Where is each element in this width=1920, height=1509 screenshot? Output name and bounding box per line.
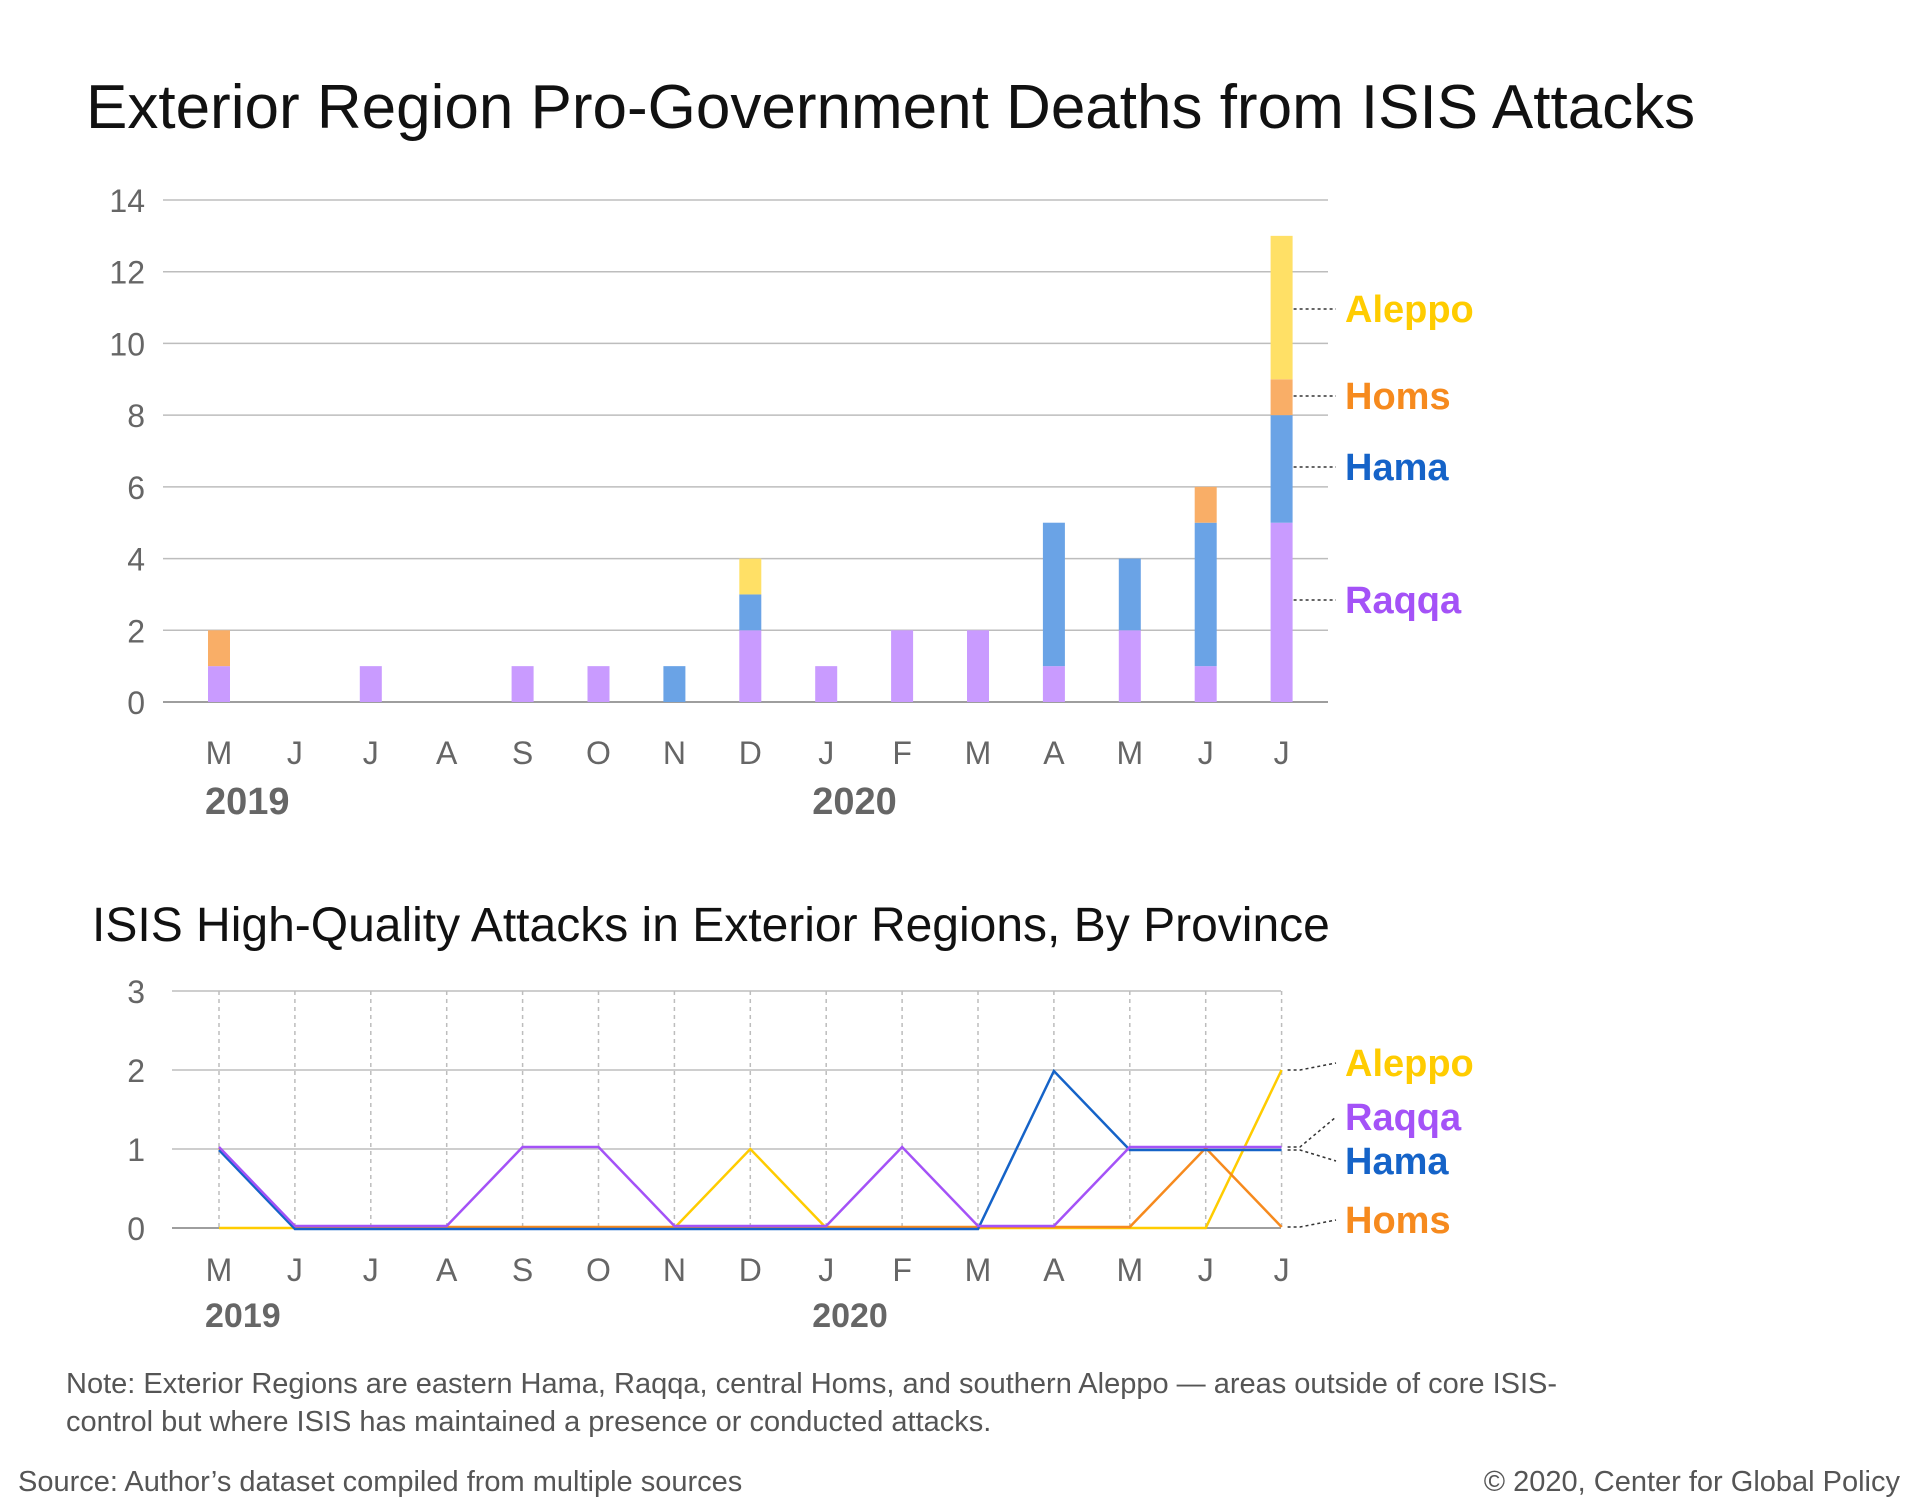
- x-tick-label: J: [818, 1252, 834, 1288]
- year-label: 2019: [205, 1297, 281, 1335]
- series-line-hama: [218, 1068, 1282, 1231]
- copyright: © 2020, Center for Global Policy: [1483, 1466, 1900, 1498]
- series-label-aleppo: Aleppo: [1345, 1043, 1474, 1085]
- x-tick-label: F: [892, 735, 912, 771]
- x-tick-label: J: [287, 1252, 303, 1288]
- x-tick-label: A: [436, 735, 458, 771]
- leader-line: [1287, 1116, 1337, 1148]
- series-label-hama: Hama: [1345, 1141, 1449, 1183]
- bar-segment-raqqa: [1270, 522, 1293, 702]
- bar-segment-hama: [1118, 558, 1141, 631]
- x-tick-label: M: [1116, 735, 1143, 771]
- year-label: 2020: [812, 781, 897, 823]
- x-tick-label: J: [363, 735, 379, 771]
- bar-segment-hama: [663, 666, 686, 702]
- series-label-aleppo: Aleppo: [1345, 289, 1474, 331]
- x-tick-label: M: [206, 1252, 233, 1288]
- bar-segment-raqqa: [739, 630, 762, 702]
- x-tick-label: S: [512, 1252, 533, 1288]
- bar-segment-raqqa: [815, 666, 838, 702]
- y-tick-label: 2: [127, 1053, 145, 1089]
- bar-segment-raqqa: [587, 666, 610, 702]
- x-tick-label: J: [818, 735, 834, 771]
- x-tick-label: M: [965, 1252, 992, 1288]
- bar-segment-raqqa: [1118, 630, 1141, 702]
- series-label-homs: Homs: [1345, 376, 1451, 418]
- x-tick-label: D: [739, 1252, 762, 1288]
- leader-line: [1287, 1219, 1337, 1228]
- bar-chart-title: Exterior Region Pro-Government Deaths fr…: [86, 73, 1696, 142]
- x-tick-label: A: [1043, 735, 1065, 771]
- bar-segment-hama: [1042, 522, 1065, 667]
- bar-segment-raqqa: [511, 666, 534, 702]
- year-label: 2020: [812, 1297, 888, 1335]
- bar-segment-hama: [1270, 415, 1293, 523]
- x-tick-label: M: [1116, 1252, 1143, 1288]
- x-tick-label: J: [1274, 1252, 1290, 1288]
- x-tick-label: S: [512, 735, 533, 771]
- footnote: Note: Exterior Regions are eastern Hama,…: [66, 1368, 1558, 1438]
- bar-segment-aleppo: [739, 558, 762, 595]
- year-label: 2019: [205, 781, 290, 823]
- bar-segment-homs: [1270, 379, 1293, 416]
- bar-segment-hama: [1194, 522, 1217, 667]
- bar-segment-aleppo: [1270, 235, 1293, 380]
- y-tick-label: 14: [109, 183, 145, 219]
- x-tick-label: O: [586, 735, 611, 771]
- series-label-hama: Hama: [1345, 447, 1449, 489]
- stacked-bar-chart: 0 2 4 6 8 10 12 14 M J J A S O N D J F M A M J J 2019 2020 Raqqa H…: [109, 183, 1474, 823]
- x-tick-label: F: [892, 1252, 912, 1288]
- x-tick-label: J: [1198, 735, 1214, 771]
- bar-segment-raqqa: [891, 630, 914, 702]
- bar-segment-hama: [739, 594, 762, 631]
- bar-segment-homs: [208, 630, 230, 667]
- x-tick-label: A: [436, 1252, 458, 1288]
- x-tick-label: M: [206, 735, 233, 771]
- leader-line: [1287, 1149, 1337, 1162]
- bar-segment-raqqa: [967, 630, 989, 702]
- leader-line: [1287, 1062, 1337, 1071]
- y-tick-label: 1: [127, 1132, 145, 1168]
- bar-segment-raqqa: [359, 666, 382, 702]
- line-chart-title: ISIS High-Quality Attacks in Exterior Re…: [92, 899, 1330, 952]
- bar-segment-raqqa: [1042, 666, 1065, 702]
- series-label-raqqa: Raqqa: [1345, 1097, 1462, 1139]
- y-tick-label: 2: [127, 613, 145, 649]
- x-tick-label: A: [1043, 1252, 1065, 1288]
- y-tick-label: 4: [127, 542, 145, 578]
- source-credit: Source: Author’s dataset compiled from m…: [18, 1466, 743, 1498]
- bar-segment-raqqa: [208, 666, 230, 702]
- y-tick-label: 8: [127, 398, 145, 434]
- y-tick-label: 6: [127, 470, 145, 506]
- x-tick-label: J: [1274, 735, 1290, 771]
- x-tick-label: D: [739, 735, 762, 771]
- y-tick-label: 0: [127, 1211, 145, 1247]
- series-label-raqqa: Raqqa: [1345, 580, 1462, 622]
- x-tick-label: J: [363, 1252, 379, 1288]
- x-tick-label: O: [586, 1252, 611, 1288]
- x-tick-label: M: [965, 735, 992, 771]
- y-tick-label: 0: [127, 685, 145, 721]
- x-tick-label: J: [287, 735, 303, 771]
- x-tick-label: N: [663, 1252, 686, 1288]
- y-tick-label: 3: [127, 974, 145, 1010]
- series-label-homs: Homs: [1345, 1200, 1451, 1242]
- bar-segment-raqqa: [1194, 666, 1217, 702]
- bar-segment-homs: [1194, 486, 1217, 523]
- x-tick-label: N: [663, 735, 686, 771]
- x-tick-label: J: [1198, 1252, 1214, 1288]
- y-tick-label: 12: [109, 255, 145, 291]
- y-tick-label: 10: [109, 326, 145, 362]
- series-line-raqqa: [218, 1145, 1282, 1228]
